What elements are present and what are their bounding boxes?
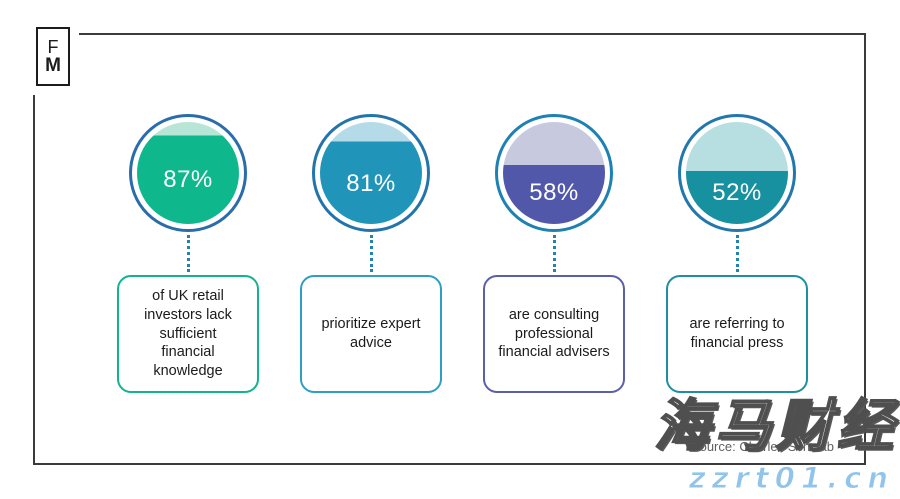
dotted-connector [186, 235, 190, 272]
stat-description-box: of UK retail investors lack sufficient f… [117, 275, 259, 393]
stat-description-box: are consulting professional financial ad… [483, 275, 625, 393]
stat-gauge-fill [503, 122, 605, 224]
stat-column: 58% are consulting professional financia… [483, 114, 625, 393]
stat-gauge-fill [686, 122, 788, 224]
dotted-connector [369, 235, 373, 272]
stat-column: 81% prioritize expert advice [300, 114, 442, 393]
stat-percent-label: 58% [529, 179, 579, 207]
content-frame [33, 33, 866, 465]
stat-description-box: are referring to financial press [666, 275, 808, 393]
dotted-connector [552, 235, 556, 272]
stat-percent-label: 81% [346, 169, 396, 197]
fm-logo-letter-m: M [45, 55, 61, 76]
stat-gauge-circle: 52% [678, 114, 796, 232]
fm-logo: F M [36, 27, 70, 86]
stat-description-text: are consulting professional financial ad… [498, 306, 610, 361]
stat-description-box: prioritize expert advice [300, 275, 442, 393]
watermark-url-text: zzrt01.cn [688, 461, 894, 496]
stat-gauge-fill [320, 122, 422, 224]
source-text: Source: Charles Schwab [690, 439, 834, 454]
stat-percent-label: 52% [712, 179, 762, 207]
stat-column: 52% are referring to financial press [666, 114, 808, 393]
stat-gauge-circle: 81% [312, 114, 430, 232]
dotted-connector [735, 235, 739, 272]
stat-percent-label: 87% [163, 166, 213, 194]
watermark-brand-text: 海马财经 [653, 394, 898, 459]
stat-description-text: of UK retail investors lack sufficient f… [144, 287, 232, 380]
fm-logo-letter-f: F [47, 37, 59, 57]
stat-column: 87% of UK retail investors lack sufficie… [117, 114, 259, 393]
stat-gauge-circle: 87% [129, 114, 247, 232]
stat-description-text: prioritize expert advice [321, 316, 421, 351]
stat-description-text: are referring to financial press [689, 316, 785, 351]
stat-gauge-circle: 58% [495, 114, 613, 232]
stats-row: 87% of UK retail investors lack sufficie… [117, 114, 808, 393]
stat-gauge-fill [137, 122, 239, 224]
